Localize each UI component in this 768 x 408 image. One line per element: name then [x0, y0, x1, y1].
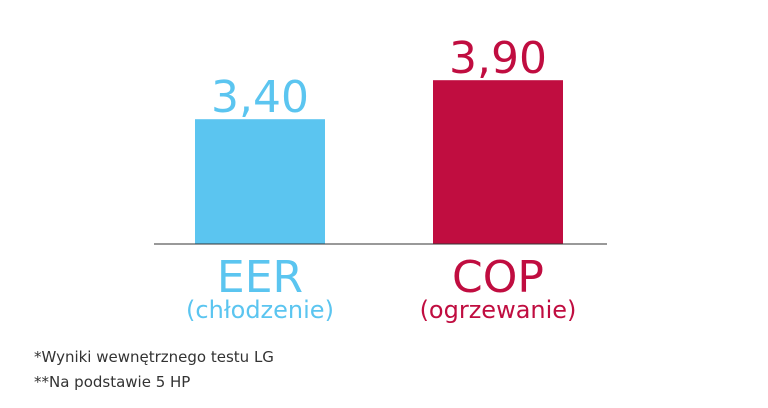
category-note: (chłodzenie) — [186, 296, 334, 324]
bar — [195, 119, 325, 244]
category-label: EER — [217, 252, 303, 303]
footnote: **Na podstawie 5 HP — [34, 373, 190, 391]
footnote: *Wyniki wewnętrznego testu LG — [34, 348, 274, 366]
category-note: (ogrzewanie) — [420, 296, 577, 324]
bar — [433, 80, 563, 244]
value-label: 3,40 — [211, 72, 309, 123]
value-label: 3,90 — [449, 33, 547, 84]
category-label: COP — [452, 252, 544, 303]
